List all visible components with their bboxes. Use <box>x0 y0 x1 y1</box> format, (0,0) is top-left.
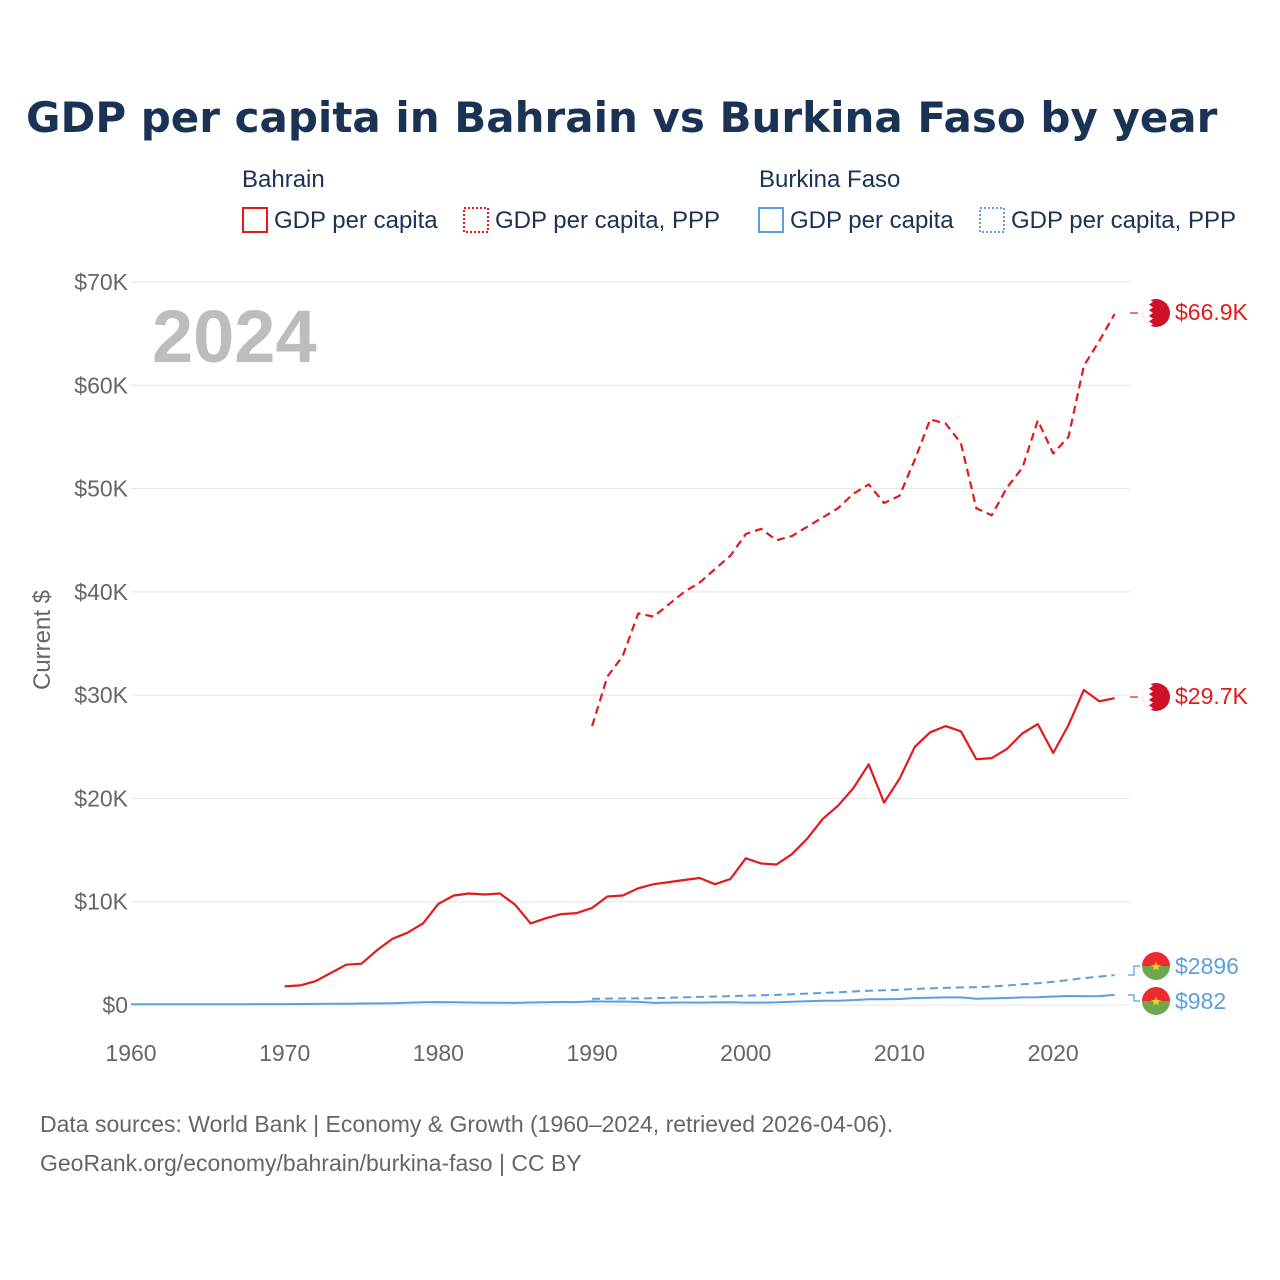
legend: Bahrain GDP per capita GDP per capita, P… <box>242 166 1236 234</box>
chart-title: GDP per capita in Bahrain vs Burkina Fas… <box>26 93 1218 142</box>
legend-group-bahrain: Bahrain <box>242 166 325 193</box>
y-tick-label: $10K <box>74 889 128 915</box>
legend-swatch-burkina-ppp <box>979 207 1005 233</box>
x-tick-label: 1960 <box>105 1040 156 1066</box>
bahrain-flag-icon <box>1142 299 1170 327</box>
y-axis-label: Current $ <box>29 590 56 690</box>
y-tick-label: $60K <box>74 372 128 398</box>
y-tick-label: $30K <box>74 682 128 708</box>
legend-label-burkina-gdp: GDP per capita <box>790 207 954 234</box>
connector-burkina-ppp <box>1128 965 1140 976</box>
y-tick-label: $0 <box>102 992 128 1018</box>
y-tick-label: $20K <box>74 785 128 811</box>
legend-label-bahrain-ppp: GDP per capita, PPP <box>495 207 720 234</box>
legend-label-burkina-ppp: GDP per capita, PPP <box>1011 207 1236 234</box>
source-line-2: GeoRank.org/economy/bahrain/burkina-faso… <box>40 1150 582 1176</box>
y-tick-labels: $0 $10K $20K $30K $40K $50K $60K $70K <box>74 269 128 1018</box>
x-tick-label: 1980 <box>413 1040 464 1066</box>
end-label-burkina-ppp: $2896 <box>1175 953 1239 979</box>
y-tick-label: $70K <box>74 269 128 295</box>
y-tick-label: $40K <box>74 579 128 605</box>
x-tick-label: 2000 <box>720 1040 771 1066</box>
burkina-faso-flag-icon <box>1142 987 1170 1015</box>
legend-label-bahrain-gdp: GDP per capita <box>274 207 438 234</box>
x-tick-label: 1970 <box>259 1040 310 1066</box>
series-line-burkina-faso-gdp-per-capita <box>131 993 1115 1006</box>
x-tick-label: 1990 <box>566 1040 617 1066</box>
end-label-burkina-gdp: $982 <box>1175 988 1226 1014</box>
series-line-bahrain-gdp-per-capita-ppp <box>591 313 1116 727</box>
y-tick-label: $50K <box>74 476 128 502</box>
legend-swatch-burkina-gdp <box>758 207 784 233</box>
end-label-bahrain-gdp: $29.7K <box>1175 683 1249 709</box>
legend-swatch-bahrain-gdp <box>242 207 268 233</box>
series-lines <box>131 313 1116 1006</box>
end-label-bahrain-ppp: $66.9K <box>1175 299 1249 325</box>
x-tick-labels: 1960 1970 1980 1990 2000 2010 2020 <box>105 1040 1078 1066</box>
legend-group-burkina: Burkina Faso <box>759 166 900 193</box>
legend-swatch-bahrain-ppp <box>463 207 489 233</box>
gridlines <box>131 281 1130 1006</box>
source-line-1: Data sources: World Bank | Economy & Gro… <box>40 1111 893 1137</box>
x-tick-label: 2020 <box>1028 1040 1079 1066</box>
series-line-bahrain-gdp-per-capita <box>284 688 1115 988</box>
connector-burkina-gdp <box>1128 994 1140 1002</box>
end-connectors <box>1128 312 1140 1002</box>
burkina-faso-flag-icon <box>1142 952 1170 980</box>
year-watermark: 2024 <box>152 295 317 378</box>
bahrain-flag-icon <box>1142 683 1170 711</box>
x-tick-label: 2010 <box>874 1040 925 1066</box>
series-line-burkina-faso-gdp-per-capita-ppp <box>592 974 1115 1000</box>
